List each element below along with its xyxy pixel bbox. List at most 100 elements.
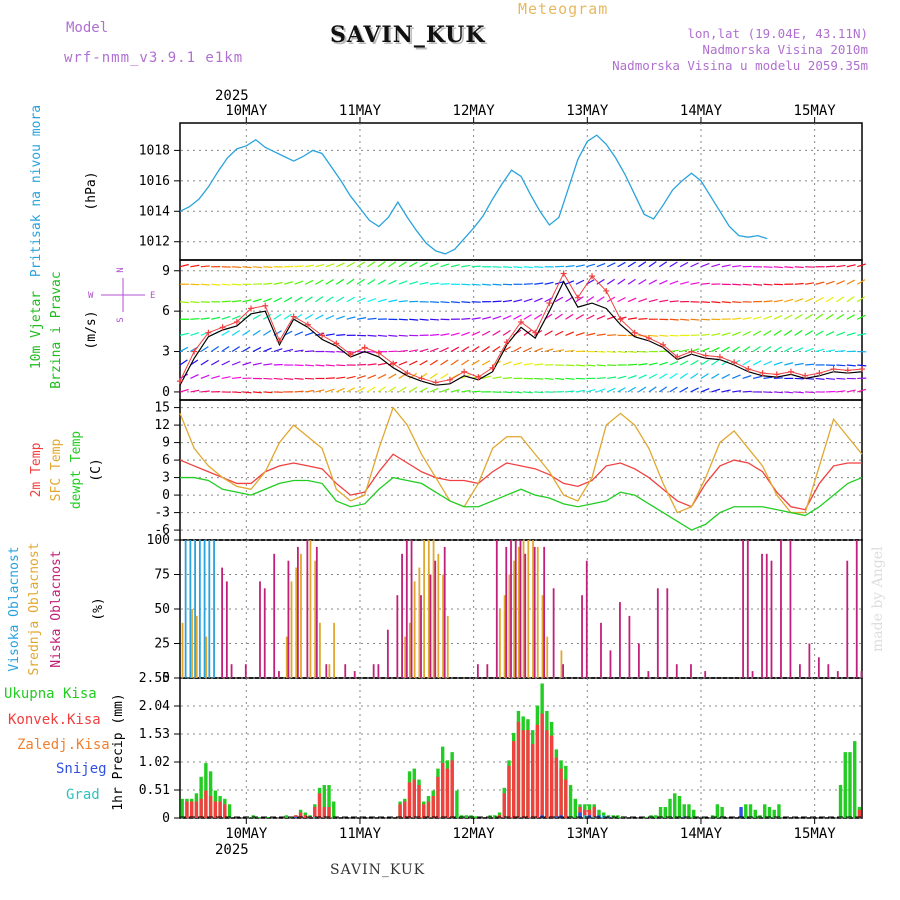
precip-bar bbox=[317, 793, 322, 818]
model-name: wrf-nmm_v3.9.1 e1km bbox=[64, 50, 244, 66]
wind-arrow bbox=[252, 362, 262, 366]
wind-gust-marker bbox=[475, 374, 482, 381]
wind-arrow bbox=[700, 387, 710, 393]
wind-arrow bbox=[398, 361, 408, 366]
cloud-bar bbox=[181, 622, 184, 678]
wind-arrow bbox=[669, 261, 678, 268]
cloud-bar bbox=[742, 540, 744, 678]
wind-arrow bbox=[721, 389, 731, 393]
wind-arrow bbox=[471, 331, 481, 336]
wind-arrow bbox=[482, 375, 492, 380]
wind-arrow bbox=[648, 386, 657, 393]
wind-arrow bbox=[825, 349, 835, 353]
wind-arrow bbox=[200, 359, 209, 366]
wind-arrow bbox=[263, 377, 273, 380]
wind-arrow bbox=[836, 364, 846, 367]
wind-arrow bbox=[190, 331, 200, 336]
wind-arrow bbox=[179, 301, 190, 304]
wind-gust-marker bbox=[546, 300, 553, 307]
wind-arrow bbox=[335, 278, 345, 285]
wind-arrow bbox=[773, 329, 782, 336]
wind-arrow bbox=[586, 364, 596, 367]
wind-arrow bbox=[294, 390, 304, 393]
cloud-bar bbox=[408, 622, 411, 678]
wind-arrow bbox=[461, 264, 471, 268]
cloud-bar bbox=[423, 540, 425, 678]
wind-arrow bbox=[513, 266, 523, 269]
wind-arrow bbox=[200, 265, 210, 268]
wind-arrow bbox=[460, 359, 470, 366]
cloud-bar bbox=[195, 615, 198, 678]
wind-arrow bbox=[627, 350, 638, 353]
wind-arrow bbox=[357, 317, 367, 320]
cloud-bar bbox=[442, 574, 444, 678]
wind-arrow bbox=[575, 296, 584, 303]
wind-arrow bbox=[273, 348, 283, 353]
wind-arrow bbox=[857, 263, 867, 268]
wind-gust-marker bbox=[830, 366, 837, 373]
wind-gust-marker bbox=[390, 360, 397, 367]
wind-arrow bbox=[419, 318, 429, 321]
ytick-label: 6 bbox=[162, 453, 170, 468]
wind-arrow bbox=[575, 364, 585, 367]
precip-bar bbox=[208, 796, 213, 818]
wind-arrow bbox=[273, 297, 283, 303]
wind-arrow bbox=[377, 298, 387, 303]
cloud-bar bbox=[552, 588, 555, 678]
wind-arrow bbox=[669, 373, 678, 379]
wind-arrow bbox=[846, 389, 856, 393]
wind-arrow bbox=[398, 318, 408, 321]
wind-arrow bbox=[430, 301, 440, 303]
wind-arrow bbox=[336, 315, 345, 320]
precip-bar bbox=[322, 785, 326, 818]
cloud-bar bbox=[287, 560, 290, 678]
ytick-label: 0 bbox=[162, 671, 170, 686]
ytick-label: 1014 bbox=[139, 204, 170, 219]
wind-arrow bbox=[408, 372, 418, 379]
wind-speed-line bbox=[179, 280, 863, 386]
cloud-bar bbox=[203, 540, 206, 678]
cloud-bar bbox=[418, 567, 421, 678]
precip-bar bbox=[777, 804, 781, 818]
precip-bar bbox=[526, 730, 530, 818]
wind-arrow bbox=[356, 386, 366, 393]
cloud-bar bbox=[751, 671, 754, 678]
cloud-bar bbox=[273, 553, 276, 678]
precip-bar bbox=[720, 807, 724, 818]
wind-arrow bbox=[200, 317, 210, 320]
cloud-bar bbox=[808, 643, 811, 678]
cloud-bar bbox=[194, 540, 197, 678]
cloud-bar bbox=[443, 546, 446, 678]
wind-arrow bbox=[409, 281, 419, 285]
wind-arrow bbox=[398, 386, 407, 393]
wind-gust-marker bbox=[716, 353, 723, 360]
cloud-bar bbox=[410, 540, 413, 678]
wind-arrow bbox=[721, 373, 731, 379]
wind-arrow bbox=[367, 350, 377, 353]
wind-arrow bbox=[648, 334, 658, 337]
wind-gust-marker bbox=[560, 270, 567, 277]
cloud-bar bbox=[495, 540, 498, 678]
wind-arrow bbox=[232, 283, 242, 286]
wind-arrow bbox=[732, 283, 742, 286]
wind-arrow bbox=[836, 331, 846, 336]
wind-arrow bbox=[398, 280, 408, 285]
wind-arrow bbox=[367, 363, 377, 366]
cloud-bar bbox=[205, 636, 208, 678]
precip-bar bbox=[838, 785, 843, 818]
wind-arrow bbox=[502, 299, 512, 303]
wind-arrow bbox=[492, 346, 501, 353]
cloud-bar bbox=[585, 560, 588, 678]
wind-arrow bbox=[294, 349, 304, 353]
wind-arrow bbox=[419, 387, 428, 393]
wind-arrow bbox=[284, 377, 294, 380]
precip-legend-item: Ukupna Kisa bbox=[4, 686, 97, 702]
wind-arrow bbox=[752, 330, 762, 336]
wind-arrow bbox=[679, 281, 689, 285]
wind-arrow bbox=[596, 296, 605, 303]
wind-arrow bbox=[294, 313, 303, 320]
wind-arrow bbox=[606, 278, 615, 285]
wind-arrow bbox=[461, 331, 470, 336]
wind-arrow bbox=[440, 373, 449, 379]
cloud-bar bbox=[581, 595, 583, 678]
